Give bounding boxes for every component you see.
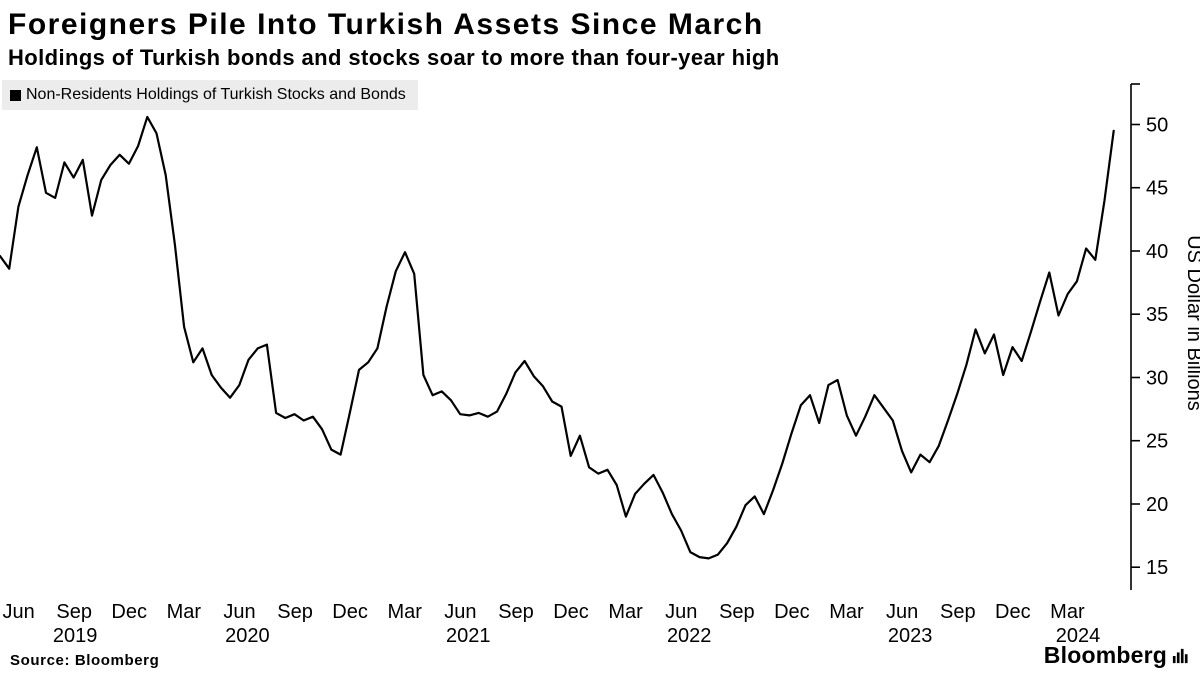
x-tick-label: Sep [277, 601, 313, 623]
x-tick-label: Mar [167, 601, 202, 623]
x-tick-label: Dec [111, 601, 147, 623]
line-chart: 15 20 25 30 35 40 45 50 US Dollar in Billions Jun… [0, 83, 1200, 643]
bloomberg-logo: Bloomberg [1044, 642, 1188, 669]
chart-area: 15 20 25 30 35 40 45 50 US Dollar in Billions Jun… [0, 78, 1200, 643]
x-year-label: 2022 [667, 625, 712, 643]
footer: Source: Bloomberg Bloomberg [10, 642, 1188, 669]
y-tick-label: 30 [1146, 368, 1168, 390]
chart-legend: Non-Residents Holdings of Turkish Stocks… [2, 80, 418, 111]
y-tick-label: 20 [1146, 494, 1168, 516]
y-tick-label: 50 [1146, 115, 1168, 137]
y-tick-label: 25 [1146, 431, 1168, 453]
bloomberg-wordmark: Bloomberg [1043, 642, 1167, 668]
legend-label: Non-Residents Holdings of Turkish Stocks… [26, 86, 406, 104]
x-year-label: 2023 [888, 625, 933, 643]
y-tick-label: 45 [1146, 178, 1168, 200]
x-tick-label: Dec [553, 601, 589, 623]
y-tick-label: 15 [1146, 557, 1168, 579]
x-tick-label: Jun [886, 601, 918, 623]
x-tick-label: Mar [1050, 601, 1085, 623]
x-year-label: 2021 [446, 625, 491, 643]
x-tick-label: Jun [444, 601, 476, 623]
x-tick-label: Dec [995, 601, 1031, 623]
chart-subtitle: Holdings of Turkish bonds and stocks soa… [8, 45, 780, 70]
bloomberg-chart-bars-icon [1172, 648, 1188, 663]
legend-swatch-icon [10, 89, 21, 101]
data-line-series [0, 115, 1115, 560]
y-tick-label: 35 [1146, 304, 1168, 326]
x-tick-label: Dec [332, 601, 368, 623]
x-tick-label: Sep [940, 601, 976, 623]
x-year-label: 2019 [53, 625, 98, 643]
x-tick-label: Sep [719, 601, 755, 623]
x-tick-label: Sep [56, 601, 92, 623]
x-tick-label: Dec [774, 601, 810, 623]
x-tick-label: Mar [829, 601, 864, 623]
x-tick-label: Sep [498, 601, 534, 623]
x-tick-label: Mar [387, 601, 422, 623]
x-tick-label: Jun [2, 601, 34, 623]
x-year-label: 2024 [1056, 625, 1101, 643]
x-tick-label: Jun [665, 601, 697, 623]
source-label: Source: Bloomberg [10, 652, 160, 669]
y-tick-label: 40 [1146, 241, 1168, 263]
x-tick-label: Mar [608, 601, 643, 623]
x-tick-label: Jun [223, 601, 255, 623]
y-axis-title: US Dollar in Billions [1183, 235, 1200, 411]
chart-title: Foreigners Pile Into Turkish Assets Sinc… [8, 8, 764, 41]
x-year-label: 2020 [225, 625, 270, 643]
